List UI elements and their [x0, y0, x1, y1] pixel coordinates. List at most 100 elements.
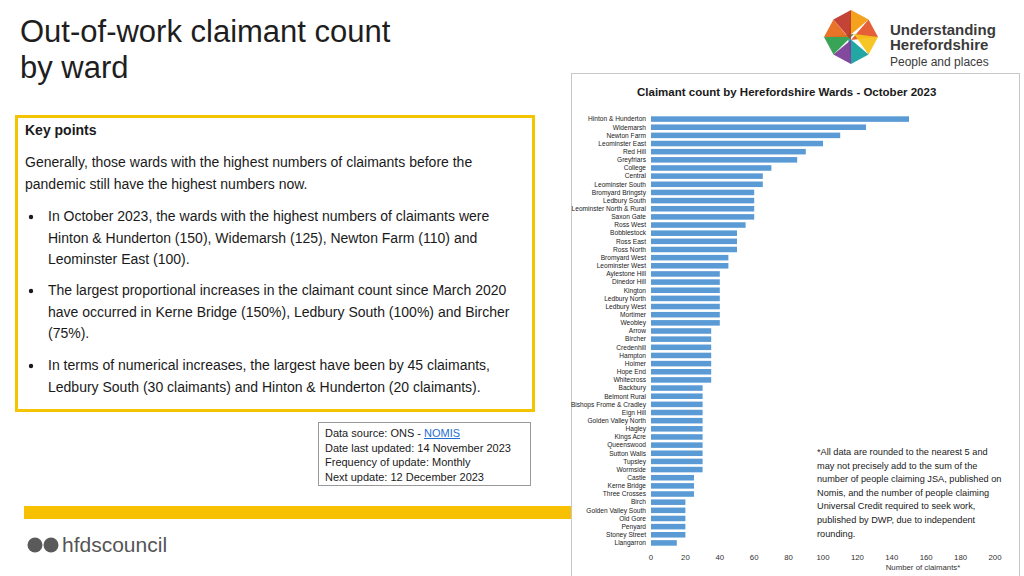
category-label: Credenhill — [616, 344, 646, 351]
bar — [651, 524, 685, 530]
category-label: Ledbury South — [603, 197, 646, 205]
bar — [651, 279, 720, 285]
category-label: Three Crosses — [603, 490, 647, 497]
slide-title: Out-of-work claimant count — [20, 14, 390, 50]
data-source-box: Data source: ONS - NOMISDate last update… — [318, 422, 531, 486]
category-label: Weobley — [620, 319, 646, 327]
category-label: Birch — [631, 498, 646, 505]
category-label: Leominster East — [598, 140, 646, 147]
category-label: Aylestone Hill — [606, 270, 646, 278]
logo-shape — [833, 10, 851, 40]
logo-text: Herefordshire — [890, 37, 988, 53]
data-source-line: Date last updated: 14 November 2023 — [325, 441, 530, 456]
category-label: Hope End — [617, 368, 647, 376]
category-label: Tupsley — [623, 458, 647, 466]
bar — [651, 361, 711, 367]
category-label: Golden Valley North — [587, 417, 646, 425]
category-label: Kings Acre — [614, 433, 646, 441]
bar — [651, 304, 720, 310]
category-label: Hampton — [619, 352, 646, 360]
category-label: Castle — [627, 474, 646, 481]
bar — [651, 239, 737, 245]
bullet-dot — [28, 206, 36, 228]
bullet-dot — [28, 280, 36, 302]
category-label: Queenswood — [607, 441, 646, 449]
bar — [651, 198, 754, 204]
key-point-bullet: In terms of numerical increases, the lar… — [48, 355, 526, 398]
category-label: Dinedor Hill — [612, 278, 647, 285]
category-label: Leominster North & Rural — [572, 205, 647, 212]
category-label: Llangarron — [614, 539, 646, 547]
bar — [651, 230, 737, 236]
category-label: Bromyard Bringsty — [592, 189, 647, 197]
bar — [651, 141, 823, 147]
tick-label: 180 — [954, 553, 968, 562]
category-label: Arrow — [629, 327, 646, 334]
bullet-dot — [28, 355, 36, 377]
tick-label: 0 — [649, 553, 654, 562]
bar — [651, 157, 797, 163]
bar — [651, 475, 694, 481]
bar — [651, 491, 694, 497]
category-label: Ross East — [616, 238, 646, 245]
category-label: Kerne Bridge — [608, 482, 647, 490]
bar — [651, 263, 728, 269]
bar — [651, 149, 806, 155]
chart-title: Claimant count by Herefordshire Wards - … — [637, 86, 936, 98]
bar — [651, 532, 685, 538]
bar — [651, 165, 771, 171]
bar — [651, 385, 703, 391]
logo-shape — [848, 37, 869, 64]
category-label: Ross West — [614, 221, 646, 228]
bar — [651, 255, 728, 261]
category-label: Bircher — [625, 335, 647, 342]
bar — [651, 434, 703, 440]
tick-label: 120 — [851, 553, 865, 562]
logo-text: Understanding — [890, 22, 996, 38]
key-points-heading: Key points — [25, 120, 97, 142]
bullet-dot — [29, 289, 33, 293]
category-label: Saxon Gate — [611, 213, 646, 220]
tick-label: 60 — [750, 553, 759, 562]
category-label: Ross North — [613, 246, 646, 253]
category-label: Kington — [624, 287, 647, 295]
slide: Out-of-work claimant countby wardUnderst… — [0, 0, 1024, 576]
tick-label: 20 — [681, 553, 690, 562]
key-point-bullet: In October 2023, the wards with the high… — [48, 206, 526, 271]
bar — [651, 516, 685, 522]
category-label: Sutton Walls — [609, 450, 646, 457]
bar — [651, 483, 694, 489]
tick-label: 100 — [816, 553, 830, 562]
bar — [651, 450, 703, 456]
bar — [651, 508, 685, 514]
bar — [651, 312, 720, 318]
bullet-dot — [29, 215, 33, 219]
category-label: Holmer — [625, 360, 647, 367]
tick-label: 80 — [784, 553, 793, 562]
category-label: Bromyard West — [601, 254, 646, 262]
key-point-bullet: The largest proportional increases in th… — [48, 280, 526, 345]
bar — [651, 124, 866, 130]
category-label: Leominster South — [594, 181, 646, 188]
accent-band — [24, 506, 584, 519]
bar — [651, 418, 703, 424]
category-label: Mortimer — [620, 311, 647, 318]
category-label: Ledbury North — [604, 295, 646, 303]
category-label: Stoney Street — [606, 531, 646, 539]
bar — [651, 442, 703, 448]
bar — [651, 328, 711, 334]
bar — [651, 116, 909, 122]
facebook-icon — [44, 538, 59, 553]
category-label: Wormside — [616, 466, 646, 473]
tick-label: 200 — [988, 553, 1002, 562]
bar — [651, 426, 703, 432]
category-label: Hinton & Hunderton — [588, 115, 646, 122]
bar — [651, 410, 703, 416]
data-source-link[interactable]: NOMIS — [424, 427, 460, 439]
category-label: Newton Farm — [606, 132, 646, 139]
data-source-line: Next update: 12 December 2023 — [325, 470, 530, 485]
category-label: Widemarsh — [613, 124, 647, 131]
bar — [651, 222, 746, 228]
bar — [651, 173, 763, 179]
logo-tagline: People and places — [890, 55, 989, 69]
